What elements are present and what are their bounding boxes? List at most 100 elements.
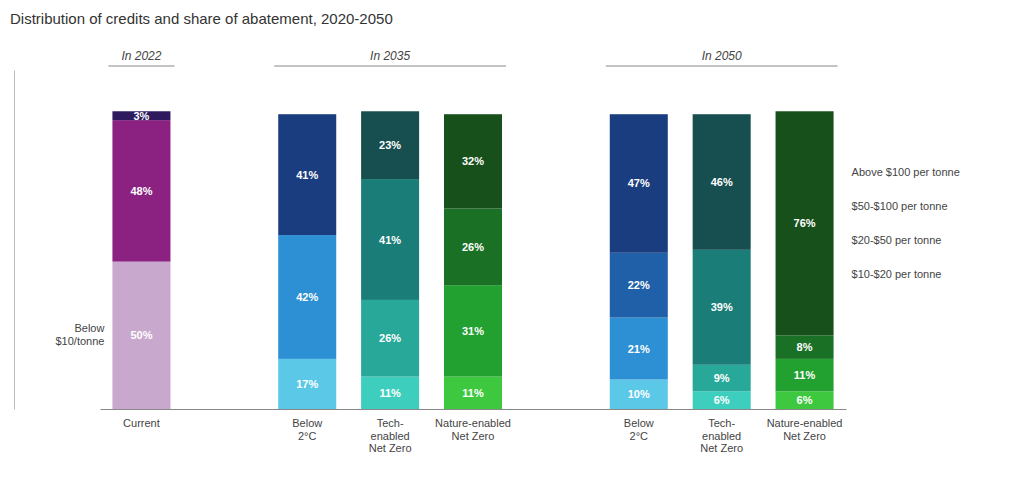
data-label: 47% [628,177,650,189]
y-axis [14,71,15,410]
data-label: 31% [462,325,484,337]
bar-segment [278,359,336,409]
bar-segment [776,391,834,409]
text-line: Net Zero [369,442,412,454]
bar-segment [610,380,668,409]
x-tick-label: Below2°C [292,417,322,442]
x-tick: Tech-enabledNet Zero [369,409,412,454]
data-label: 42% [296,291,318,303]
bar-segment [361,111,419,179]
text-line: Net Zero [700,442,743,454]
group-header: In 2035 [370,49,410,63]
group-header: In 2050 [702,49,742,63]
data-label: 17% [296,378,318,390]
x-tick-label: Nature-enabledNet Zero [767,417,843,442]
text-line: enabled [371,430,410,442]
bar-segment [444,114,502,115]
group-header-line [108,66,174,67]
bar-segment [610,253,668,318]
annotation: Below$10/tonne [55,322,104,347]
text-line: Nature-enabled [435,417,511,429]
group-header: In 2022 [121,49,161,63]
bars [112,111,833,409]
annotation: $20-$50 per tonne [852,234,942,246]
bar-segment [361,377,419,409]
bar-segment [444,114,502,208]
text-line: 2°C [298,430,317,442]
text-line: Net Zero [783,430,826,442]
text-line: Nature-enabled [767,417,843,429]
bar-segment [444,377,502,409]
x-tick-label: Current [123,417,160,429]
x-tick: Below2°C [292,409,322,442]
bar-segment [444,209,502,286]
x-tick-label: Tech-enabledNet Zero [700,417,743,454]
title: Distribution of credits and share of aba… [10,10,393,27]
data-label: 8% [797,341,813,353]
data-label: 9% [714,372,730,384]
data-label: 39% [711,301,733,313]
y-axis-line [14,71,15,410]
bar-segment [361,111,419,112]
bar-segment [776,111,834,335]
data-label: 46% [711,176,733,188]
text-line: Tech- [708,417,735,429]
bar-segment [693,114,751,115]
x-tick: Current [123,409,160,429]
group-header-line [606,66,838,67]
bar-segment [776,359,834,391]
bar-segment [776,111,834,112]
x-axis: CurrentBelow2°CTech-enabledNet ZeroNatur… [101,409,847,454]
data-label: 26% [379,332,401,344]
text-line: Below [74,322,104,334]
data-label: 41% [296,169,318,181]
data-label: 11% [462,387,484,399]
x-tick-label: Below2°C [624,417,654,442]
group-header-line [274,66,506,67]
bar-segment [693,114,751,250]
data-label: 48% [130,185,152,197]
data-label: 26% [462,241,484,253]
x-axis-line [101,409,847,410]
x-tick-label: Nature-enabledNet Zero [435,417,511,442]
data-label: 6% [797,394,813,406]
data-label: 50% [130,329,152,341]
data-label: 6% [714,394,730,406]
annotation: $50-$100 per tonne [852,200,948,212]
x-tick: Nature-enabledNet Zero [435,409,511,442]
text-line: Current [123,417,160,429]
data-label: 11% [379,387,401,399]
bar-segment [776,335,834,359]
bar-segment [610,318,668,380]
chart: Distribution of credits and share of aba… [0,0,1011,491]
text-line: Below [624,417,654,429]
annotation: Above $100 per tonne [852,166,960,178]
text-line: Tech- [377,417,404,429]
bar-segment [361,300,419,377]
x-tick-label: Tech-enabledNet Zero [369,417,412,454]
bar-segment [278,114,336,115]
text-line: enabled [702,430,741,442]
bar-segment [693,365,751,392]
bar-segment [610,114,668,115]
data-label: 11% [794,369,816,381]
data-label: 32% [462,155,484,167]
text-line: 2°C [630,430,649,442]
data-label: 23% [379,139,401,151]
bar-segment [361,179,419,300]
bar-segment [693,391,751,409]
bar-segment [610,114,668,253]
data-label: 41% [379,234,401,246]
text-line: $10/tonne [55,335,104,347]
data-labels: 50% 17% 11% 11% 10% 6% 6% 42% 26% 31% 21% 9% 11% 41% 2… [130,110,815,406]
plot: 50% 17% 11% 11% 10% 6% 6% 42% 26% 31% 21% 9% 11% 41% 2… [55,49,959,454]
bar-segment [278,235,336,359]
data-label: 21% [628,343,650,355]
x-tick: Tech-enabledNet Zero [700,409,743,454]
data-label: 10% [628,388,650,400]
bar-segment [112,120,170,261]
bar-segment [693,250,751,365]
text-line: Below [292,417,322,429]
text-line: Net Zero [452,430,495,442]
data-label: 22% [628,279,650,291]
